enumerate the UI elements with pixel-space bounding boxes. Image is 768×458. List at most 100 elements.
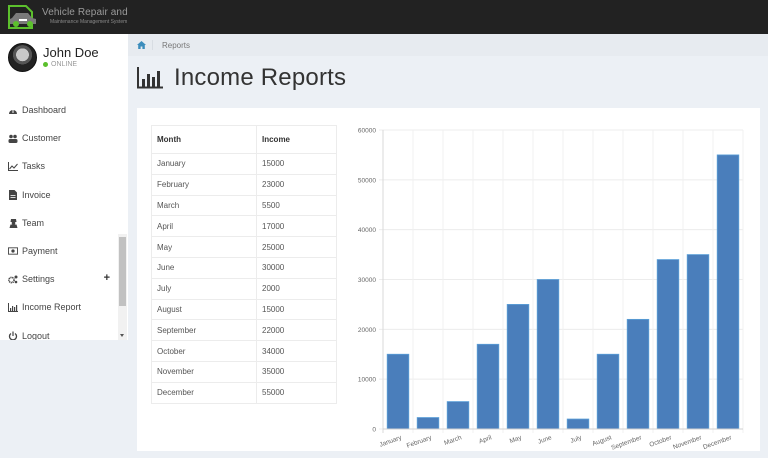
income-cell: 35000 — [256, 360, 337, 383]
line-chart-icon — [8, 161, 18, 171]
table-row: August 15000 — [151, 298, 337, 321]
breadcrumb-current: Reports — [162, 40, 191, 50]
sidebar: John Doe ONLINE Dashboard Customer Tasks — [0, 34, 128, 340]
bar-chart-icon — [137, 67, 163, 89]
bar-january[interactable] — [386, 353, 410, 430]
x-tick-label: February — [406, 434, 434, 450]
sidebar-item-invoice[interactable]: Invoice — [0, 181, 118, 209]
bar-july[interactable] — [566, 418, 590, 430]
status-label: ONLINE — [51, 61, 78, 68]
sidebar-item-label: Team — [22, 217, 45, 228]
online-dot-icon — [43, 62, 48, 67]
sidebar-item-label: Payment — [22, 246, 58, 257]
income-cell: 23000 — [256, 173, 337, 196]
user-panel: John Doe ONLINE — [0, 34, 128, 90]
x-tick-label: May — [509, 434, 524, 445]
scrollbar-thumb[interactable] — [119, 237, 126, 306]
income-cell: 34000 — [256, 340, 337, 362]
bar-june[interactable] — [536, 279, 560, 430]
month-cell: September — [151, 319, 257, 342]
sidebar-menu: Dashboard Customer Tasks Invoice Team — [0, 96, 118, 340]
income-cell: 2000 — [256, 277, 337, 300]
x-tick-label: March — [443, 434, 463, 447]
y-tick-label: 20000 — [358, 327, 376, 334]
scroll-down-arrow-icon[interactable] — [120, 334, 124, 337]
bar-april[interactable] — [476, 343, 500, 430]
x-tick-label: November — [672, 434, 703, 451]
income-cell: 15000 — [256, 298, 337, 321]
income-cell: 30000 — [256, 256, 337, 279]
x-tick-label: April — [478, 434, 493, 445]
bar-november[interactable] — [686, 254, 710, 430]
month-cell: June — [151, 256, 257, 279]
sidebar-item-payment[interactable]: Payment — [0, 237, 118, 265]
table-row: March 5500 — [151, 194, 337, 217]
y-tick-label: 50000 — [358, 177, 376, 184]
y-tick-label: 40000 — [358, 227, 376, 234]
table-row: January 15000 — [151, 153, 337, 175]
month-cell: October — [151, 340, 257, 362]
sidebar-item-label: Income Report — [22, 302, 82, 313]
x-tick-label: July — [569, 434, 583, 445]
power-icon — [8, 331, 18, 340]
app-title: Vehicle Repair and — [42, 7, 128, 18]
month-cell: November — [151, 360, 257, 383]
bar-october[interactable] — [656, 259, 680, 430]
table-row: September 22000 — [151, 319, 337, 342]
y-tick-label: 10000 — [358, 377, 376, 384]
sidebar-item-dashboard[interactable]: Dashboard — [0, 96, 118, 124]
bar-september[interactable] — [626, 318, 650, 430]
sidebar-item-team[interactable]: Team — [0, 209, 118, 237]
table-row: July 2000 — [151, 277, 337, 300]
users-icon — [8, 133, 18, 143]
bar-chart-icon — [8, 302, 18, 312]
app-subtitle: Maintenance Management System — [50, 19, 128, 25]
table-row: November 35000 — [151, 360, 337, 383]
sidebar-item-label: Customer — [22, 133, 62, 144]
month-cell: January — [151, 153, 257, 175]
x-tick-label: September — [610, 434, 643, 451]
bar-may[interactable] — [506, 304, 530, 430]
cogs-icon — [8, 274, 18, 284]
sidebar-item-label: Settings — [22, 274, 55, 285]
income-cell: 5500 — [256, 194, 337, 217]
month-cell: May — [151, 236, 257, 258]
sidebar-item-tasks[interactable]: Tasks — [0, 152, 118, 180]
bar-march[interactable] — [446, 401, 470, 430]
bar-february[interactable] — [416, 417, 440, 430]
breadcrumb-separator — [152, 40, 153, 50]
table-row: February 23000 — [151, 173, 337, 196]
income-cell: 25000 — [256, 236, 337, 258]
table-row: December 55000 — [151, 381, 337, 404]
x-tick-label: June — [537, 434, 553, 446]
sidebar-item-label: Logout — [22, 330, 50, 340]
y-tick-label: 0 — [372, 427, 376, 434]
sidebar-item-customer[interactable]: Customer — [0, 124, 118, 152]
x-tick-label: December — [702, 434, 733, 451]
avatar — [8, 43, 37, 72]
x-tick-label: October — [649, 434, 674, 449]
bar-august[interactable] — [596, 353, 620, 430]
y-tick-label: 30000 — [358, 277, 376, 284]
month-cell: April — [151, 215, 257, 238]
sidebar-scrollbar[interactable] — [118, 234, 127, 340]
report-panel: Month Income January 15000 February 23000 … — [137, 108, 760, 452]
table-header-row: Month Income — [151, 125, 337, 154]
income-cell: 55000 — [256, 381, 337, 404]
table-row: June 30000 — [151, 256, 337, 279]
user-name: John Doe — [43, 45, 99, 60]
x-tick-label: January — [379, 434, 404, 449]
home-icon[interactable] — [137, 41, 146, 49]
top-navbar: Vehicle Repair and Maintenance Managemen… — [0, 0, 768, 34]
table-row: April 17000 — [151, 215, 337, 238]
expand-plus-icon[interactable]: + — [103, 272, 110, 285]
breadcrumb: Reports — [128, 34, 768, 56]
sidebar-item-logout[interactable]: Logout — [0, 322, 118, 340]
sidebar-item-settings[interactable]: Settings + — [0, 265, 118, 293]
bar-december[interactable] — [716, 154, 740, 430]
income-cell: 17000 — [256, 215, 337, 238]
sidebar-item-label: Invoice — [22, 189, 51, 200]
column-header-month: Month — [151, 125, 257, 154]
app-logo[interactable]: Vehicle Repair and Maintenance Managemen… — [6, 4, 128, 30]
sidebar-item-income-report[interactable]: Income Report — [0, 293, 118, 321]
